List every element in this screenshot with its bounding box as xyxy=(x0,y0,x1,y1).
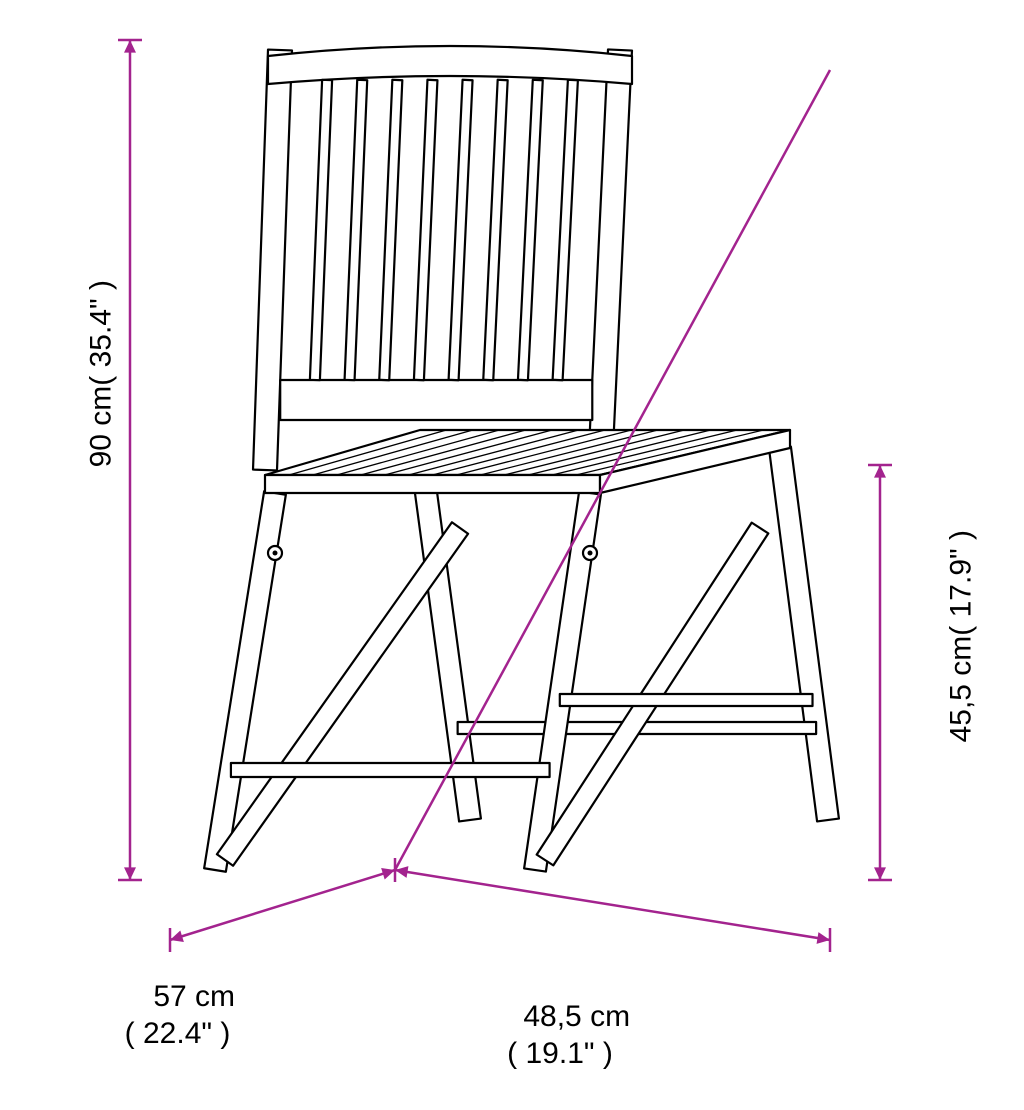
label-depth-cm: 57 cm xyxy=(153,980,235,1013)
label-width-cm: 48,5 cm xyxy=(523,1000,630,1033)
label-seat-cm: 45,5 cm xyxy=(945,636,978,743)
label-height: 90 cm( 35.4" ) xyxy=(45,280,158,501)
diagram-svg xyxy=(0,0,1024,1024)
label-seat-height: 45,5 cm( 17.9" ) xyxy=(905,530,1018,776)
label-height-cm: 90 cm xyxy=(85,386,118,468)
label-height-in: ( 35.4" ) xyxy=(85,280,118,386)
label-depth: 57 cm ( 22.4" ) xyxy=(120,940,235,1090)
label-width: 48,5 cm ( 19.1" ) xyxy=(490,960,630,1110)
label-seat-in: ( 17.9" ) xyxy=(945,530,978,636)
label-width-in: ( 19.1" ) xyxy=(507,1037,613,1070)
diagram-stage: 90 cm( 35.4" ) 45,5 cm( 17.9" ) 57 cm( 2… xyxy=(0,0,1024,1024)
label-depth-in: ( 22.4" ) xyxy=(125,1017,231,1050)
